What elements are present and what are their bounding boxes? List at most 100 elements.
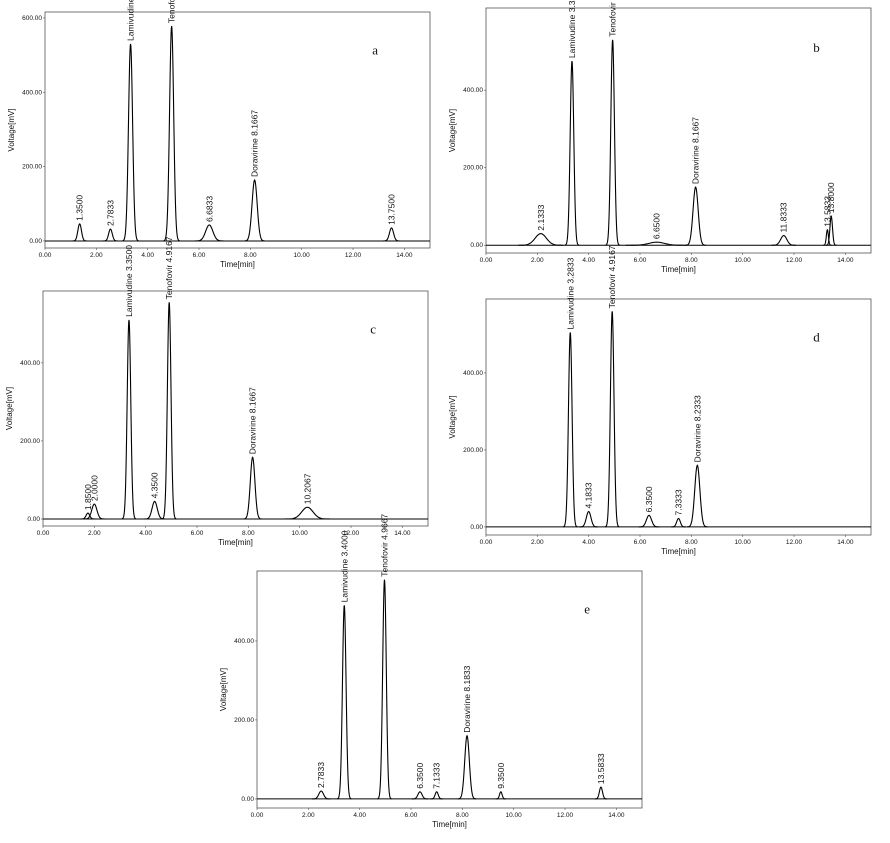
peak	[823, 228, 832, 246]
x-tick-label: 0.00	[39, 252, 52, 259]
x-tick-label: 6.00	[405, 812, 418, 819]
peak-label: 13.7500	[387, 194, 397, 225]
x-tick-label: 2.00	[302, 812, 315, 819]
peak-label: Lamivudine 3.3333	[126, 0, 136, 41]
y-tick-label: 0.00	[27, 516, 40, 523]
panel-letter: a	[372, 42, 378, 57]
y-axis-label: Voltage[mV]	[219, 668, 228, 711]
peak	[671, 517, 686, 528]
x-tick-label: 14.00	[837, 539, 854, 546]
x-tick-label: 2.00	[90, 252, 103, 259]
peak-label: Doravirine 8.1667	[248, 387, 258, 454]
x-tick-label: 14.00	[608, 812, 625, 819]
peak-label: 4.3500	[150, 472, 160, 498]
x-tick-label: 8.00	[242, 530, 255, 537]
peak-label: Tenofovir 4.9167	[164, 236, 174, 299]
peak	[244, 178, 265, 242]
x-axis-label: Time[min]	[432, 820, 467, 829]
x-tick-label: 10.00	[506, 812, 523, 819]
x-tick-label: 0.00	[37, 530, 50, 537]
peak	[121, 319, 137, 520]
x-axis-label: Time[min]	[661, 547, 696, 556]
peak	[579, 510, 598, 528]
peak	[194, 224, 224, 242]
peak	[430, 791, 443, 800]
x-tick-label: 14.00	[394, 530, 411, 537]
peak	[284, 506, 330, 520]
peak-label: 2.7833	[105, 200, 115, 226]
x-tick-label: 4.00	[582, 257, 595, 264]
x-tick-label: 2.00	[88, 530, 101, 537]
peak-label: 6.6833	[204, 196, 214, 222]
x-tick-label: 6.00	[634, 257, 647, 264]
x-tick-label: 12.00	[786, 257, 803, 264]
peak-label: Tenofovir 4.9167	[607, 245, 617, 308]
x-tick-label: 8.00	[685, 539, 698, 546]
peak	[685, 186, 706, 246]
peak	[518, 233, 564, 246]
y-tick-label: 200.00	[463, 447, 483, 454]
peak	[638, 514, 660, 528]
peak-label: Doravirine 8.1667	[691, 117, 701, 184]
peak-label: 13.5833	[822, 196, 832, 227]
x-tick-label: 12.00	[557, 812, 574, 819]
peak-label: 7.1333	[432, 763, 442, 789]
y-tick-label: 0.00	[241, 796, 254, 803]
peak	[84, 503, 105, 520]
x-tick-label: 10.00	[735, 539, 752, 546]
peak-label: Doravirine 8.2333	[692, 395, 702, 462]
peak	[80, 512, 96, 520]
peak	[687, 464, 708, 528]
peak	[336, 605, 352, 800]
peak-label: 1.3500	[75, 195, 85, 221]
x-tick-label: 6.00	[191, 530, 204, 537]
x-tick-label: 4.00	[582, 539, 595, 546]
x-tick-label: 8.00	[456, 812, 469, 819]
peak	[625, 241, 688, 246]
y-tick-label: 400.00	[22, 89, 42, 96]
x-tick-label: 10.00	[294, 252, 311, 259]
peak	[163, 26, 180, 242]
peak	[495, 791, 506, 800]
peak	[411, 791, 429, 800]
peak-label: 6.3500	[415, 763, 425, 789]
x-axis-label: Time[min]	[218, 538, 253, 547]
peak-label: 1.8500	[83, 484, 93, 510]
x-tick-label: 6.00	[193, 252, 206, 259]
x-axis-label: Time[min]	[661, 265, 696, 274]
x-tick-label: 4.00	[353, 812, 366, 819]
plot-frame	[485, 7, 872, 254]
peak	[103, 228, 118, 242]
plot-frame	[256, 570, 643, 809]
peak	[383, 227, 400, 242]
x-tick-label: 4.00	[139, 530, 152, 537]
y-tick-label: 200.00	[22, 164, 42, 171]
x-tick-label: 12.00	[786, 539, 803, 546]
peak-label: 2.1333	[536, 204, 546, 230]
chromatogram: 0.00 2.00 4.00 6.00 8.00 10.00 12.00 14.00 0.00 2…	[448, 0, 872, 274]
y-tick-label: 400.00	[20, 360, 40, 367]
chromatogram: 0.00 2.00 4.00 6.00 8.00 10.00 12.00 14.00 0.00 2…	[219, 514, 643, 829]
peak	[122, 43, 139, 242]
plot-frame	[44, 11, 431, 249]
peak	[594, 786, 608, 800]
chromatogram: 0.00 2.00 4.00 6.00 8.00 10.00 12.00 14.00 0.00 2…	[448, 245, 872, 556]
x-tick-label: 14.00	[837, 257, 854, 264]
peak-label: 2.0000	[89, 475, 99, 501]
peak	[311, 790, 331, 800]
plot-frame	[42, 290, 429, 527]
peak	[562, 332, 578, 528]
x-tick-label: 4.00	[141, 252, 154, 259]
y-tick-label: 400.00	[463, 87, 483, 94]
peak	[72, 223, 87, 242]
x-tick-label: 6.00	[634, 539, 647, 546]
y-axis-label: Voltage[mV]	[5, 387, 14, 430]
y-axis-label: Voltage[mV]	[448, 395, 457, 438]
peak	[771, 234, 797, 246]
x-tick-label: 2.00	[531, 257, 544, 264]
y-tick-label: 200.00	[234, 717, 254, 724]
y-tick-label: 600.00	[22, 15, 42, 22]
peak	[377, 579, 392, 800]
peak-label: Lamivudine 3.3500	[124, 245, 134, 317]
y-axis-label: Voltage[mV]	[448, 109, 457, 152]
